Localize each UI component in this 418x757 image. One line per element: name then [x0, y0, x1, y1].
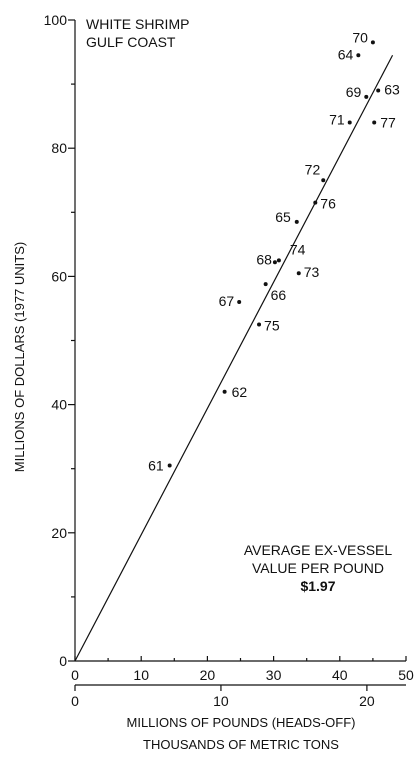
- y-tick-label: 40: [51, 397, 67, 413]
- data-point: [376, 88, 381, 93]
- data-point: [167, 463, 172, 468]
- title-line-1: WHITE SHRIMP: [86, 16, 189, 32]
- data-point: [276, 258, 281, 263]
- data-point: [370, 40, 375, 45]
- axes: 0 20 40 60 80 100 0 10 20 30 40 50 0 10 20: [44, 12, 414, 709]
- data-point-label: 67: [219, 293, 235, 309]
- x-tick-label: 20: [200, 667, 216, 683]
- x-tick-label: 10: [133, 667, 149, 683]
- data-point-label: 75: [264, 317, 280, 333]
- annotation-line-1: AVERAGE EX-VESSEL: [244, 542, 393, 558]
- data-point: [347, 120, 352, 125]
- y-tick-label: 20: [51, 525, 67, 541]
- data-point: [257, 322, 262, 327]
- x-tick-label: 40: [332, 667, 348, 683]
- fit-line: [74, 54, 394, 662]
- x2-tick-label: 0: [71, 693, 79, 709]
- data-point: [372, 120, 377, 125]
- chart-title: WHITE SHRIMP GULF COAST: [86, 16, 189, 50]
- data-point: [321, 178, 326, 183]
- data-point: [364, 94, 369, 99]
- data-point-label: 72: [305, 161, 321, 177]
- annotation-value: $1.97: [300, 578, 335, 594]
- data-point-label: 68: [256, 251, 272, 267]
- y-tick-label: 80: [51, 140, 67, 156]
- title-line-2: GULF COAST: [86, 34, 176, 50]
- data-point-label: 65: [275, 209, 291, 225]
- data-point-label: 66: [271, 287, 287, 303]
- data-point-label: 61: [148, 457, 164, 473]
- y-tick-label: 100: [44, 12, 68, 28]
- x-tick-label: 30: [266, 667, 282, 683]
- data-point: [313, 200, 318, 205]
- data-point: [237, 300, 242, 305]
- fit-line-group: [74, 54, 394, 662]
- y-tick-label: 0: [59, 653, 67, 669]
- data-points: 61 62 63 64 65 66 67 68 69 70 71 72 73 74 75 76 77: [148, 29, 400, 473]
- x-tick-label: 50: [398, 667, 414, 683]
- data-point: [263, 282, 268, 287]
- data-point: [222, 389, 227, 394]
- data-point-label: 70: [352, 29, 368, 45]
- data-point-label: 64: [338, 46, 354, 62]
- data-point: [296, 271, 301, 276]
- data-point-label: 76: [320, 196, 336, 212]
- annotation: AVERAGE EX-VESSEL VALUE PER POUND $1.97: [244, 542, 393, 594]
- data-point-label: 69: [346, 84, 362, 100]
- y-tick-label: 60: [51, 268, 67, 284]
- x-axis-label: MILLIONS OF POUNDS (HEADS-OFF): [127, 715, 356, 730]
- data-point-label: 62: [232, 384, 248, 400]
- data-point: [356, 53, 361, 58]
- y-axis-label: MILLIONS OF DOLLARS (1977 UNITS): [12, 242, 27, 472]
- data-point-label: 71: [329, 112, 345, 128]
- data-point-label: 74: [290, 241, 306, 257]
- data-point-label: 63: [384, 82, 400, 98]
- data-point-label: 77: [380, 115, 396, 131]
- x2-tick-label: 10: [213, 693, 229, 709]
- annotation-line-2: VALUE PER POUND: [252, 560, 384, 576]
- x-tick-label: 0: [71, 667, 79, 683]
- data-point: [272, 260, 277, 265]
- x2-axis-label: THOUSANDS OF METRIC TONS: [143, 737, 339, 752]
- data-point-label: 73: [304, 264, 320, 280]
- data-point: [294, 219, 299, 224]
- x2-tick-label: 20: [359, 693, 375, 709]
